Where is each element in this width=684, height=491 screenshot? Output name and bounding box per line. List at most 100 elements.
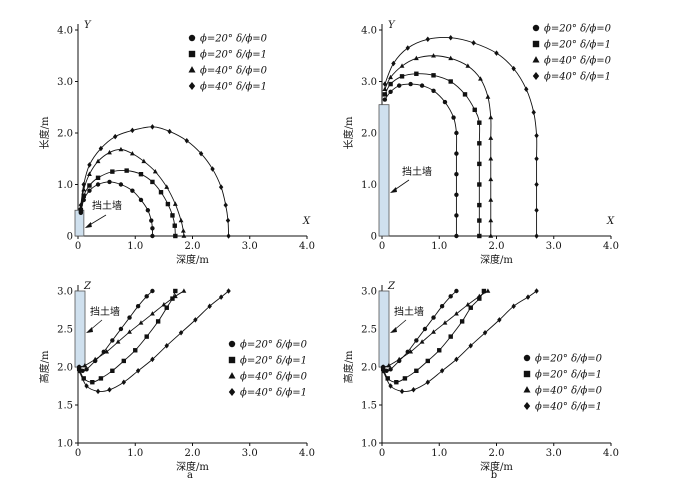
data-point-circle	[118, 182, 124, 187]
data-point-triangle	[76, 364, 82, 369]
legend-marker-square	[532, 40, 540, 48]
y-axis-label: 高度/m	[342, 350, 355, 383]
y-tick-label: 4.0	[361, 26, 377, 37]
data-point-diamond	[78, 202, 84, 208]
data-point-circle	[454, 151, 459, 156]
data-point-circle	[382, 97, 388, 102]
data-point-square	[477, 182, 482, 187]
data-point-square	[399, 74, 405, 79]
data-point-square	[121, 358, 126, 364]
y-tick-label: 2.0	[361, 363, 377, 374]
retaining-wall	[378, 290, 390, 368]
data-point-diamond	[226, 233, 231, 239]
data-point-diamond	[511, 65, 516, 72]
data-point-diamond	[226, 288, 231, 294]
y-tick-label: 3.0	[361, 287, 377, 298]
x-tick-label: 2.0	[185, 448, 201, 459]
retaining-wall	[378, 104, 390, 237]
data-point-diamond	[511, 303, 516, 309]
data-point-triangle	[107, 149, 112, 155]
data-point-triangle	[181, 288, 187, 293]
x-tick-label: 1.0	[431, 241, 447, 252]
series-line	[80, 126, 230, 237]
data-point-circle	[150, 233, 155, 239]
chart-bottom-right: Z0 1.0 2.0 3.0 4.01.01.52.02.53.0深度/m高度/m挡土墙…	[342, 281, 619, 473]
series-square	[382, 71, 482, 239]
x-tick-label: 3.0	[242, 241, 258, 252]
x-axis-letter: X	[302, 216, 311, 227]
y-axis-letter: Y	[84, 20, 92, 31]
series-line	[384, 73, 481, 236]
data-point-triangle	[164, 184, 170, 189]
y-axis-label: 长度/m	[38, 116, 51, 149]
data-point-triangle	[150, 311, 155, 316]
legend: ϕ=20° δ/ϕ=0 ϕ=20° δ/ϕ=1 ϕ=40° δ/ϕ=0 ϕ=40° δ…	[523, 354, 603, 413]
data-point-circle	[150, 288, 155, 294]
wall-label: 挡土墙	[394, 305, 424, 318]
series-line	[384, 83, 458, 236]
series-circle	[78, 179, 155, 239]
retaining-wall	[74, 290, 86, 368]
series-line	[383, 290, 489, 368]
x-tick-label: 1.0	[127, 241, 143, 252]
data-point-triangle	[396, 356, 402, 362]
data-point-square	[481, 288, 487, 294]
data-point-triangle	[161, 302, 167, 307]
wall-arrow-head	[84, 222, 92, 228]
data-point-diamond	[531, 109, 536, 116]
data-point-triangle	[465, 63, 471, 68]
series-line	[78, 290, 176, 383]
panel-label: a	[187, 470, 193, 481]
data-point-triangle	[448, 55, 454, 61]
data-point-circle	[442, 99, 448, 105]
data-point-square	[173, 233, 178, 239]
x-tick-label: 3.0	[546, 448, 562, 459]
data-point-square	[414, 71, 419, 76]
series-triangle	[382, 53, 494, 238]
data-point-diamond	[425, 379, 430, 385]
data-point-triangle	[152, 168, 158, 174]
x-tick-label: 1.0	[431, 448, 447, 459]
data-point-circle	[149, 218, 154, 223]
data-point-diamond	[135, 368, 141, 374]
data-point-triangle	[138, 320, 144, 325]
legend-entry: ϕ=40° δ/ϕ=0	[240, 372, 308, 383]
data-point-square	[150, 179, 155, 185]
data-point-diamond	[439, 368, 445, 374]
data-point-triangle	[476, 293, 482, 299]
data-point-circle	[454, 213, 459, 218]
data-point-diamond	[81, 181, 86, 188]
y-tick-label: 1.0	[57, 180, 73, 191]
data-point-diamond	[113, 133, 118, 140]
data-point-square	[110, 368, 115, 373]
data-point-diamond	[76, 368, 82, 374]
data-point-triangle	[172, 201, 178, 206]
x-tick-label: 4.0	[603, 241, 619, 252]
x-tick-label: 0	[379, 448, 385, 459]
data-point-circle	[150, 226, 155, 231]
x-tick-label: 1.0	[127, 448, 143, 459]
wall-callout: 挡土墙	[86, 305, 120, 333]
data-point-diamond	[534, 233, 539, 239]
data-point-circle	[130, 188, 135, 193]
data-point-circle	[396, 83, 402, 88]
series-diamond	[382, 34, 539, 239]
y-tick-label: 3.0	[361, 77, 377, 88]
data-point-triangle	[181, 233, 187, 238]
data-point-diamond	[121, 379, 126, 385]
data-point-diamond	[534, 181, 539, 188]
series-square	[76, 288, 178, 385]
y-tick-label: 2.0	[361, 129, 377, 140]
x-tick-label: 0	[379, 241, 385, 252]
data-point-diamond	[198, 150, 204, 157]
data-point-circle	[110, 338, 115, 343]
data-point-circle	[138, 197, 144, 203]
data-point-square	[437, 348, 442, 353]
data-point-diamond	[388, 383, 393, 389]
data-point-triangle	[442, 320, 448, 325]
data-point-circle	[144, 294, 149, 299]
data-point-triangle	[488, 135, 494, 140]
data-point-diamond	[454, 356, 459, 363]
data-point-triangle	[178, 217, 184, 223]
data-point-triangle	[488, 114, 494, 120]
